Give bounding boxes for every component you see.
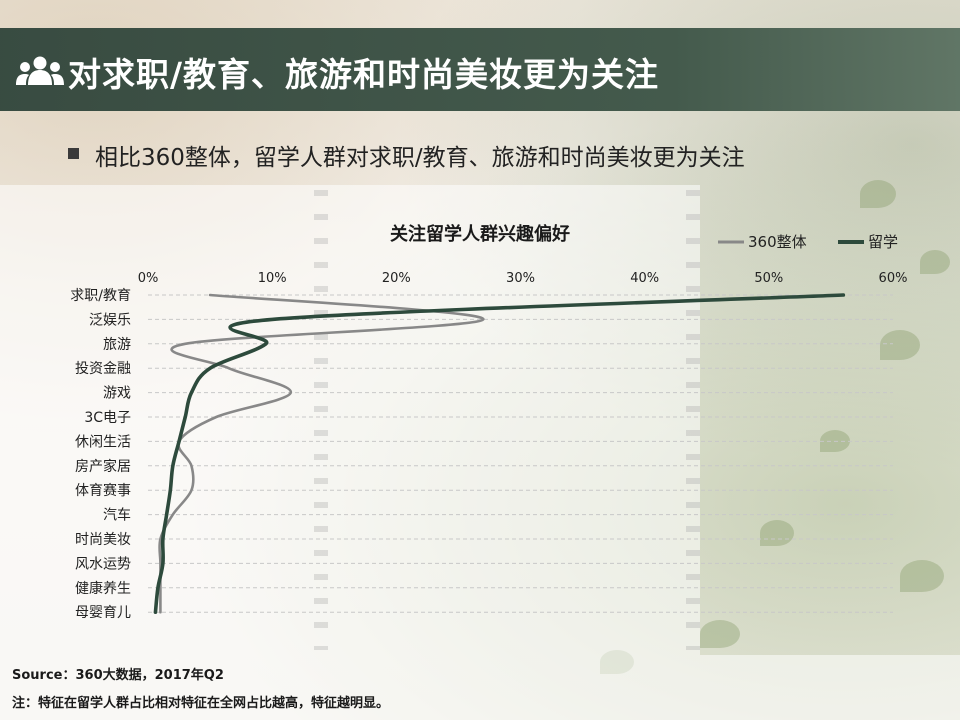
category-label: 游戏 (103, 386, 131, 402)
category-label: 母婴育儿 (75, 605, 131, 621)
x-tick-label: 40% (630, 271, 659, 286)
source-text: Source：360大数据，2017年Q2 (12, 668, 224, 683)
x-tick-label: 10% (258, 271, 287, 286)
chart-title: 关注留学人群兴趣偏好 (390, 223, 570, 245)
series-line-1 (153, 293, 846, 614)
x-tick-label: 30% (506, 271, 535, 286)
legend-label: 360整体 (748, 233, 807, 251)
category-label: 汽车 (103, 507, 131, 524)
x-axis-ticks: 0% 10% 20% 30% 40% 50% 60% (138, 271, 908, 286)
series-lines (153, 293, 846, 614)
x-tick-label: 50% (754, 271, 783, 286)
category-label: 房产家居 (75, 458, 131, 475)
category-label: 体育赛事 (75, 483, 131, 499)
category-label: 休闲生活 (75, 434, 131, 450)
note-text: 注：特征在留学人群占比相对特征在全网占比越高，特征越明显。 (12, 696, 390, 711)
category-label: 旅游 (103, 337, 131, 353)
legend-label: 留学 (868, 233, 898, 251)
x-tick-label: 60% (879, 271, 908, 286)
legend: 360整体 留学 (718, 233, 898, 251)
grid-lines (148, 294, 893, 613)
subtitle: 相比360整体，留学人群对求职/教育、旅游和时尚美妆更为关注 (95, 145, 745, 171)
people-icon (16, 56, 64, 85)
category-label: 健康养生 (75, 580, 131, 597)
category-label: 求职/教育 (70, 288, 131, 304)
notebook-rings (314, 190, 328, 650)
category-label: 泛娱乐 (89, 312, 131, 328)
category-label: 投资金融 (75, 361, 131, 377)
title-bar (0, 28, 960, 111)
notebook-paper (0, 185, 700, 655)
x-tick-label: 20% (382, 271, 411, 286)
series-line-0 (158, 293, 485, 614)
category-label: 3C电子 (84, 410, 131, 426)
bullet-marker (68, 148, 79, 159)
page-title: 对求职/教育、旅游和时尚美妆更为关注 (68, 55, 660, 94)
notebook-rings (686, 190, 700, 650)
footer-panel (0, 655, 960, 720)
category-label: 时尚美妆 (75, 532, 131, 548)
category-label: 风水运势 (75, 556, 131, 572)
x-tick-label: 0% (138, 271, 159, 286)
